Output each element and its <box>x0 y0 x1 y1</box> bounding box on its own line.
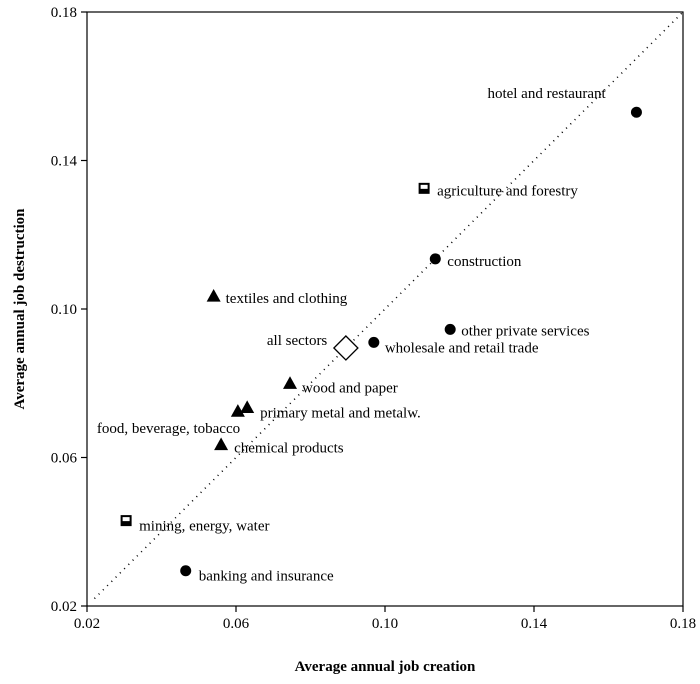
y-tick-label: 0.06 <box>51 451 78 467</box>
data-point-triangle <box>230 404 245 417</box>
y-tick-label: 0.18 <box>51 5 77 21</box>
data-point-circle <box>429 253 441 265</box>
data-point-triangle <box>214 437 229 451</box>
point-label: food, beverage, tobacco <box>97 421 240 437</box>
y-tick-label: 0.02 <box>51 599 77 615</box>
point-label: other private services <box>461 323 589 339</box>
x-tick-label: 0.14 <box>521 616 548 632</box>
data-point-square-highlight <box>420 184 428 189</box>
point-label: textiles and clothing <box>226 291 348 307</box>
point-label: agriculture and forestry <box>437 183 578 199</box>
x-axis-title: Average annual job creation <box>295 659 476 675</box>
y-tick-label: 0.10 <box>51 302 77 318</box>
x-tick-label: 0.06 <box>223 616 250 632</box>
point-label: banking and insurance <box>199 569 334 585</box>
data-point-circle <box>180 565 192 577</box>
data-point-triangle <box>283 376 298 389</box>
point-label: hotel and restaurant <box>487 86 606 102</box>
point-label: wood and paper <box>302 380 398 396</box>
y-axis-title: Average annual job destruction <box>12 208 28 410</box>
data-point-circle <box>444 323 456 335</box>
data-point-square-highlight <box>122 517 130 522</box>
x-tick-label: 0.18 <box>670 616 696 632</box>
point-label: wholesale and retail trade <box>385 340 539 356</box>
x-tick-label: 0.02 <box>74 616 100 632</box>
point-labels: hotel and restaurant agriculture and fore… <box>97 86 607 584</box>
point-label: all sectors <box>267 333 328 349</box>
x-axis-ticks: 0.02 0.06 0.10 0.14 0.18 <box>74 606 696 632</box>
point-label: chemical products <box>234 441 344 457</box>
point-label: mining, energy, water <box>139 519 269 535</box>
data-point-triangle <box>206 289 221 302</box>
point-label: construction <box>447 254 522 270</box>
data-point-circle <box>630 106 642 118</box>
data-point-circle <box>368 336 380 348</box>
diagonal-reference-line <box>93 12 683 600</box>
data-point-triangle <box>240 400 255 413</box>
y-axis-ticks: 0.02 0.06 0.10 0.14 0.18 <box>51 5 87 615</box>
x-tick-label: 0.10 <box>372 616 398 632</box>
data-point-diamond <box>332 335 359 361</box>
data-points <box>120 106 642 577</box>
point-label: primary metal and metalw. <box>260 405 421 421</box>
y-tick-label: 0.14 <box>51 154 78 170</box>
